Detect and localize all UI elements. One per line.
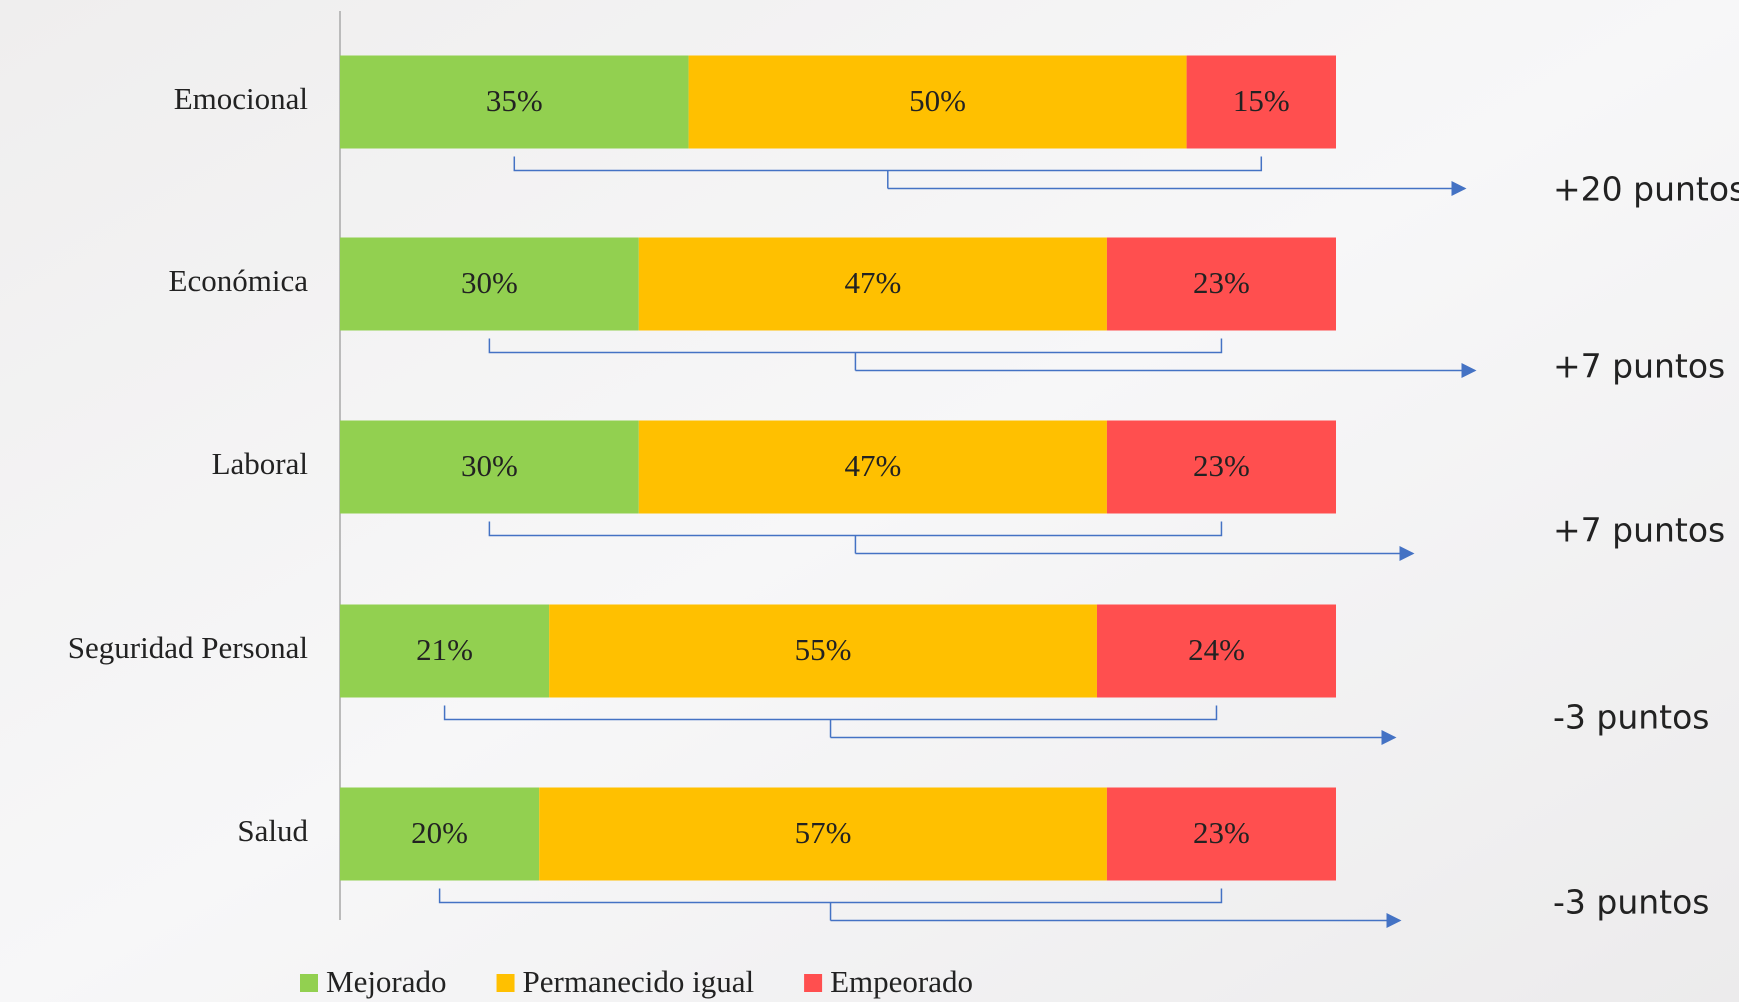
legend-label: Mejorado xyxy=(326,964,447,999)
category-label: Seguridad Personal xyxy=(68,630,308,665)
bar-segment xyxy=(1096,604,1336,698)
annotation: +7 puntos xyxy=(1553,347,1725,386)
bar-segment xyxy=(340,420,639,514)
bar-segment xyxy=(638,237,1107,331)
value-label: 47% xyxy=(844,265,901,300)
bracket xyxy=(443,705,1218,738)
legend-swatch xyxy=(804,974,823,992)
bracket xyxy=(513,156,1263,189)
bar-segment xyxy=(539,787,1107,881)
value-label: 35% xyxy=(486,83,543,118)
bar-segment xyxy=(340,55,689,149)
bracket xyxy=(488,338,1223,371)
bar-segment xyxy=(638,420,1107,514)
bar-segment xyxy=(1186,55,1336,149)
bar-segment xyxy=(1106,787,1336,881)
legend-swatch xyxy=(300,974,318,992)
annotation: +7 puntos xyxy=(1553,511,1725,550)
bar-segment xyxy=(340,604,550,698)
category-label: Emocional xyxy=(174,81,308,116)
bracket xyxy=(438,888,1223,921)
bar-segment xyxy=(549,604,1097,698)
value-label: 23% xyxy=(1193,265,1250,300)
value-label: 50% xyxy=(909,83,966,118)
value-label: 47% xyxy=(844,448,901,483)
value-label: 24% xyxy=(1188,632,1245,667)
value-label: 23% xyxy=(1193,815,1250,850)
category-label: Laboral xyxy=(212,446,308,481)
value-label: 20% xyxy=(411,815,468,850)
value-label: 30% xyxy=(461,448,518,483)
value-label: 15% xyxy=(1233,83,1290,118)
annotation: +20 puntos xyxy=(1553,170,1739,209)
bar-segment xyxy=(1106,237,1336,331)
bar-segment xyxy=(340,787,540,881)
value-label: 21% xyxy=(416,632,473,667)
value-label: 30% xyxy=(461,265,518,300)
annotation: -3 puntos xyxy=(1553,698,1710,737)
bar-segment xyxy=(1106,420,1336,514)
legend-label: Empeorado xyxy=(830,964,973,999)
legend-swatch xyxy=(496,974,515,992)
value-label: 23% xyxy=(1193,448,1250,483)
category-label: Económica xyxy=(169,263,309,298)
bar-segment xyxy=(340,237,639,331)
value-label: 57% xyxy=(795,815,852,850)
category-label: Salud xyxy=(237,813,308,848)
legend-label: Permanecido igual xyxy=(523,964,755,999)
annotation: -3 puntos xyxy=(1553,883,1710,922)
value-label: 55% xyxy=(795,632,852,667)
bracket xyxy=(488,521,1223,554)
bar-segment xyxy=(688,55,1187,149)
